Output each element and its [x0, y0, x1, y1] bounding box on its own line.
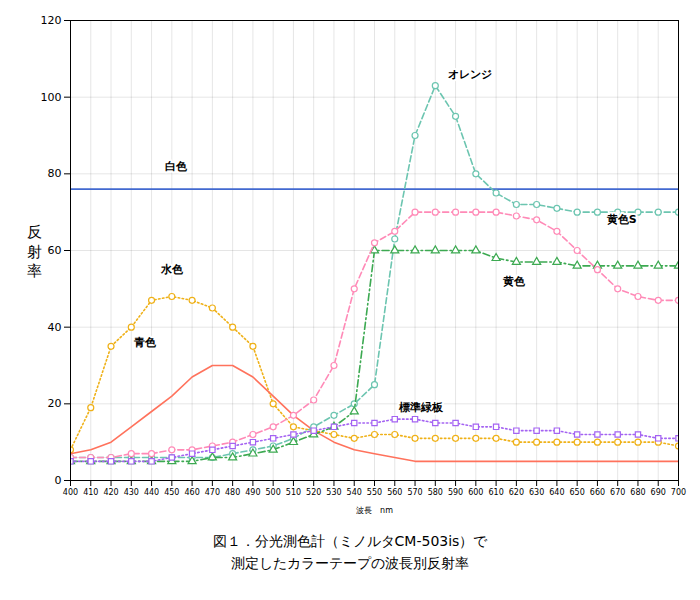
svg-text:580: 580 [428, 488, 443, 497]
svg-text:690: 690 [651, 488, 666, 497]
svg-text:水色: 水色 [160, 263, 184, 276]
svg-text:680: 680 [630, 488, 645, 497]
svg-text:620: 620 [509, 488, 524, 497]
svg-text:570: 570 [407, 488, 422, 497]
svg-text:520: 520 [306, 488, 321, 497]
svg-text:480: 480 [225, 488, 240, 497]
svg-text:430: 430 [124, 488, 139, 497]
svg-text:450: 450 [164, 488, 179, 497]
svg-text:560: 560 [387, 488, 402, 497]
svg-text:500: 500 [266, 488, 281, 497]
html-text:測定したカラーテープの波長別反射率: 測定したカラーテープの波長別反射率 [231, 555, 469, 571]
svg-text:650: 650 [570, 488, 585, 497]
svg-text:100: 100 [41, 91, 62, 104]
svg-text:反射率: 反射率 [27, 223, 42, 280]
svg-text:400: 400 [63, 488, 78, 497]
svg-text:630: 630 [529, 488, 544, 497]
svg-text:20: 20 [48, 397, 62, 410]
svg-text:600: 600 [468, 488, 483, 497]
svg-text:オレンジ: オレンジ [448, 68, 492, 81]
svg-text:410: 410 [83, 488, 98, 497]
svg-text:420: 420 [103, 488, 118, 497]
svg-text:80: 80 [48, 167, 62, 180]
svg-text:40: 40 [48, 321, 62, 334]
svg-text:590: 590 [448, 488, 463, 497]
svg-text:610: 610 [488, 488, 503, 497]
svg-text:660: 660 [590, 488, 605, 497]
svg-text:440: 440 [144, 488, 159, 497]
svg-text:540: 540 [347, 488, 362, 497]
svg-text:470: 470 [205, 488, 220, 497]
svg-text:白色: 白色 [165, 160, 188, 173]
svg-text:120: 120 [41, 14, 62, 27]
svg-text:490: 490 [245, 488, 260, 497]
svg-text:670: 670 [610, 488, 625, 497]
html-text:図１．分光測色計（ミノルタCM-503is）で: 図１．分光測色計（ミノルタCM-503is）で [212, 533, 488, 549]
svg-text:460: 460 [184, 488, 199, 497]
svg-text:510: 510 [286, 488, 301, 497]
svg-text:700: 700 [671, 488, 686, 497]
svg-text:60: 60 [48, 244, 62, 257]
svg-text:黄色: 黄色 [502, 275, 526, 288]
svg-text:640: 640 [549, 488, 564, 497]
svg-text:青色: 青色 [133, 336, 157, 349]
svg-text:標準緑板: 標準緑板 [398, 401, 444, 414]
svg-text:黄色S: 黄色S [606, 213, 637, 226]
svg-text:波長 nm: 波長 nm [356, 506, 393, 515]
svg-text:530: 530 [326, 488, 341, 497]
svg-text:0: 0 [55, 474, 62, 487]
svg-text:550: 550 [367, 488, 382, 497]
